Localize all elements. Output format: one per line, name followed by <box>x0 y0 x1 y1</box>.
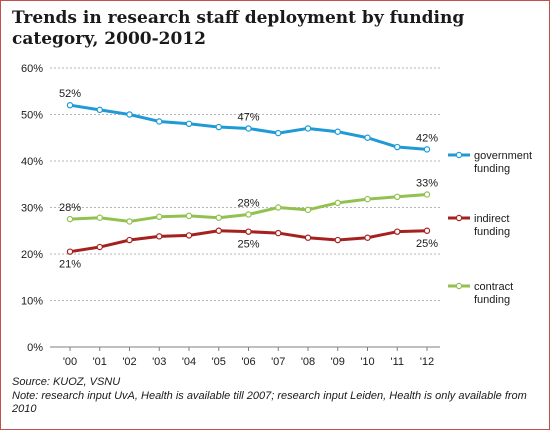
x-tick-label: '06 <box>241 356 255 368</box>
government-data-point <box>334 128 341 135</box>
x-tick-label: '03 <box>152 356 166 368</box>
indirect-data-point <box>394 228 401 235</box>
indirect-data-point <box>156 233 163 240</box>
y-tick-label: 50% <box>21 110 43 122</box>
legend-label-line: funding <box>474 226 510 238</box>
contract-data-label: 33% <box>416 177 438 189</box>
gridlines <box>50 67 440 301</box>
indirect-data-label: 25% <box>237 239 259 251</box>
x-tick-label: '11 <box>390 356 404 368</box>
indirect-data-label: 25% <box>416 238 438 250</box>
x-axis: '00 '01 '02 '03 '04 '05 '06 '07 '08 '09 '10 '11 '12 <box>50 346 440 368</box>
government-data-point <box>423 146 431 153</box>
indirect-legend-marker <box>455 214 463 222</box>
y-axis: 0% 10% 20% 30% 40% 50% 60% <box>21 63 43 354</box>
government-data-point <box>96 106 103 114</box>
indirect-data-point <box>423 227 431 234</box>
government-data-point <box>156 118 163 125</box>
contract-data-point <box>275 204 282 211</box>
government-data-point <box>275 129 282 137</box>
x-tick-label: '07 <box>271 356 285 368</box>
y-tick-label: 10% <box>21 296 43 308</box>
legend-label-line: contract <box>474 281 513 293</box>
x-tick-label: '10 <box>360 356 374 368</box>
x-tick-label: '00 <box>63 356 77 368</box>
government-data-point <box>364 134 371 141</box>
government-data-point <box>394 143 401 151</box>
indirect-data-label: 21% <box>59 259 81 271</box>
government-data-point <box>245 125 252 132</box>
y-tick-label: 60% <box>21 63 43 75</box>
legend-label-line: funding <box>474 294 510 306</box>
indirect-data-point <box>126 236 133 244</box>
contract-data-point <box>423 191 431 198</box>
y-tick-label: 30% <box>21 203 43 215</box>
government-data-point <box>215 123 222 131</box>
x-tick-label: '08 <box>301 356 315 368</box>
contract-data-point <box>364 195 371 203</box>
legend-label-line: funding <box>474 163 510 175</box>
government-data-label: 42% <box>416 132 438 144</box>
contract-data-point <box>96 214 103 221</box>
government-legend-marker <box>455 151 463 159</box>
contract-legend-label: contract funding <box>474 281 513 306</box>
government-data-label: 47% <box>237 111 259 123</box>
indirect-data-point <box>364 234 371 241</box>
contract-data-point <box>304 206 312 214</box>
indirect-data-point <box>275 229 282 237</box>
y-tick-label: 0% <box>27 342 43 354</box>
indirect-data-point <box>245 228 252 235</box>
contract-data-label: 28% <box>237 197 259 209</box>
government-data-point <box>185 120 193 128</box>
government-data-label: 52% <box>59 88 81 100</box>
legend-label-line: government <box>474 150 532 162</box>
indirect-data-point <box>304 234 312 241</box>
government-data-point <box>66 101 74 109</box>
series-group <box>66 101 431 255</box>
chart-title: Trends in research staff deployment by f… <box>12 8 465 49</box>
legend-label-line: indirect <box>474 213 509 225</box>
x-tick-label: '05 <box>212 356 226 368</box>
contract-data-point <box>126 218 133 225</box>
contract-data-point <box>66 215 74 223</box>
indirect-data-point <box>185 232 193 239</box>
x-tick-label: '12 <box>420 356 434 368</box>
data-labels: 52% 47% 42% 21% 25% 25% 28% 28% 33% <box>59 88 438 270</box>
contract-data-point <box>245 211 252 218</box>
contract-data-point <box>215 214 222 221</box>
contract-legend-marker <box>455 282 463 290</box>
indirect-data-point <box>334 236 341 244</box>
x-tick-label: '09 <box>331 356 345 368</box>
contract-data-point <box>156 213 163 220</box>
chart-footer: Source: KUOZ, VSNU Note: research input … <box>12 376 537 417</box>
indirect-legend-label: indirect funding <box>474 213 510 238</box>
contract-data-point <box>334 199 341 207</box>
x-tick-label: '04 <box>182 356 196 368</box>
government-data-point <box>304 125 312 132</box>
contract-data-label: 28% <box>59 202 81 214</box>
source-note: Source: KUOZ, VSNU <box>12 376 121 388</box>
indirect-data-point <box>96 243 103 251</box>
y-tick-label: 20% <box>21 249 43 261</box>
x-tick-label: '02 <box>122 356 136 368</box>
government-data-point <box>126 111 133 118</box>
y-tick-label: 40% <box>21 156 43 168</box>
indirect-data-point <box>66 248 74 255</box>
data-note: Note: research input UvA, Health is avai… <box>12 389 527 416</box>
x-tick-label: '01 <box>93 356 107 368</box>
contract-data-point <box>185 212 193 220</box>
indirect-data-point <box>215 227 222 234</box>
contract-data-point <box>394 193 401 201</box>
government-legend-label: government funding <box>474 150 532 175</box>
